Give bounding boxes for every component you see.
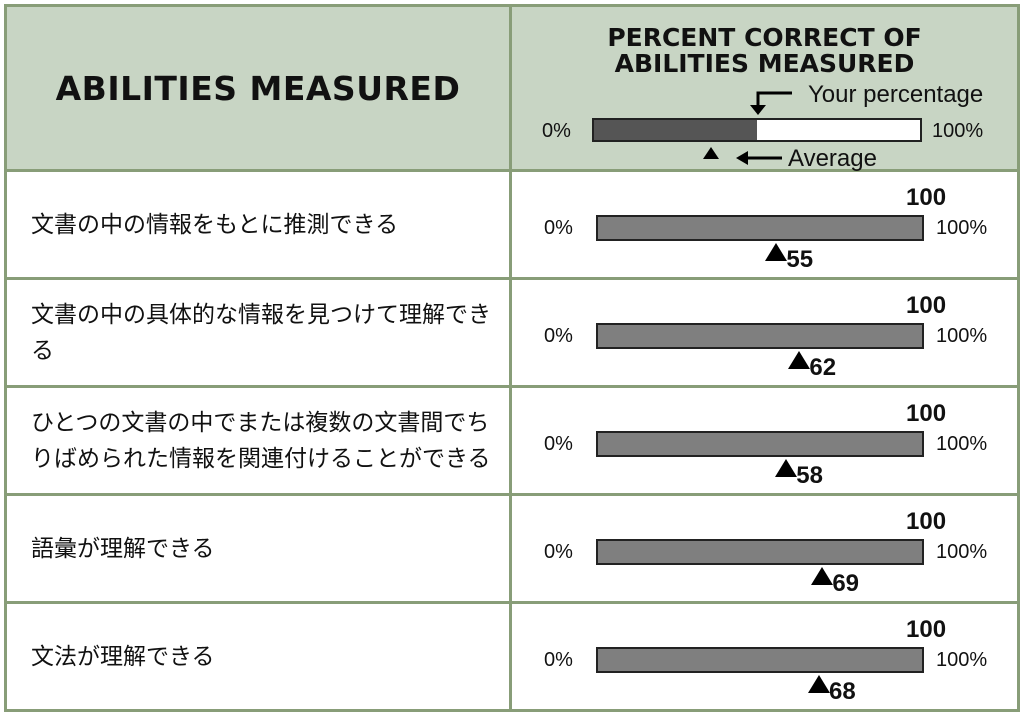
score-bar-fill: [598, 217, 922, 239]
ability-label: 語彙が理解できる: [31, 535, 215, 562]
your-percentage-value: 100: [906, 616, 947, 643]
percent-title-line2: ABILITIES MEASURED: [614, 49, 915, 78]
axis-min-label: 0%: [544, 325, 573, 347]
your-percentage-value: 100: [906, 400, 947, 427]
your-percentage-value: 100: [906, 508, 947, 535]
average-value: 55: [786, 246, 814, 273]
score-bar: [596, 215, 924, 241]
your-percentage-value: 100: [906, 184, 947, 211]
ability-label-cell: 文法が理解できる: [4, 604, 512, 712]
ability-row: 文法が理解できる 100 0% 100% 68: [4, 604, 1020, 712]
ability-bar-cell: 100 0% 100% 62: [512, 280, 1020, 388]
average-value: 58: [796, 462, 823, 489]
average-marker: [765, 243, 788, 261]
score-bar: [596, 323, 924, 349]
ability-label-cell: 文書の中の情報をもとに推測できる: [4, 172, 512, 280]
percent-title-line1: PERCENT CORRECT OF: [607, 23, 922, 52]
ability-label: 文法が理解できる: [31, 643, 215, 670]
ability-label-cell: ひとつの文書の中でまたは複数の文書間でちりばめられた情報を関連付けることができる: [4, 388, 512, 496]
axis-max-label: 100%: [936, 649, 988, 671]
score-bar-fill: [598, 325, 922, 347]
ability-label: ひとつの文書の中でまたは複数の文書間でちりばめられた情報を関連付けることができる: [31, 409, 491, 472]
ability-row: 語彙が理解できる 100 0% 100% 69: [4, 496, 1020, 604]
axis-min-label: 0%: [544, 541, 573, 563]
score-bar: [596, 431, 924, 457]
axis-min-label: 0%: [544, 433, 573, 455]
average-value: 69: [832, 570, 860, 597]
legend-min-label: 0%: [542, 120, 571, 142]
header-row: ABILITIES MEASURED PERCENT CORRECT OF AB…: [4, 4, 1020, 172]
average-marker: [808, 675, 831, 693]
legend-max-label: 100%: [932, 120, 984, 142]
ability-bar-cell: 100 0% 100% 58: [512, 388, 1020, 496]
ability-label: 文書の中の情報をもとに推測できる: [31, 211, 399, 238]
abilities-header-cell: ABILITIES MEASURED: [4, 4, 512, 172]
abilities-measured-title: ABILITIES MEASURED: [55, 68, 461, 108]
score-bar-fill: [598, 433, 922, 455]
score-bar: [596, 647, 924, 673]
ability-label-cell: 文書の中の具体的な情報を見つけて理解できる: [4, 280, 512, 388]
ability-row: 文書の中の情報をもとに推測できる 100 0% 100% 55: [4, 172, 1020, 280]
axis-max-label: 100%: [936, 217, 988, 239]
ability-bar-cell: 100 0% 100% 68: [512, 604, 1020, 712]
legend-average: Average: [788, 145, 877, 172]
your-percentage-value: 100: [906, 292, 947, 319]
legend-your-percentage: Your percentage: [808, 81, 984, 108]
ability-bar-cell: 100 0% 100% 69: [512, 496, 1020, 604]
average-marker-icon: [702, 147, 719, 159]
average-value: 68: [829, 678, 856, 705]
average-value: 62: [809, 354, 837, 381]
score-bar-fill: [598, 541, 922, 563]
axis-min-label: 0%: [544, 217, 573, 239]
axis-min-label: 0%: [544, 649, 573, 671]
legend-bar: [592, 118, 922, 142]
average-arrow-icon: [736, 151, 782, 165]
score-bar-fill: [598, 649, 922, 671]
ability-row: ひとつの文書の中でまたは複数の文書間でちりばめられた情報を関連付けることができる…: [4, 388, 1020, 496]
ability-label-cell: 語彙が理解できる: [4, 496, 512, 604]
legend-bar-fill: [594, 120, 757, 140]
ability-row: 文書の中の具体的な情報を見つけて理解できる 100 0% 100% 62: [4, 280, 1020, 388]
axis-max-label: 100%: [936, 433, 988, 455]
percent-header-cell: PERCENT CORRECT OF ABILITIES MEASURED Yo…: [512, 4, 1020, 172]
average-marker: [811, 567, 834, 585]
average-marker: [775, 459, 798, 477]
ability-bar-cell: 100 0% 100% 55: [512, 172, 1020, 280]
your-percentage-arrow-icon: [750, 91, 792, 115]
average-marker: [788, 351, 811, 369]
score-bar: [596, 539, 924, 565]
axis-max-label: 100%: [936, 541, 988, 563]
ability-label: 文書の中の具体的な情報を見つけて理解できる: [31, 301, 491, 364]
axis-max-label: 100%: [936, 325, 988, 347]
